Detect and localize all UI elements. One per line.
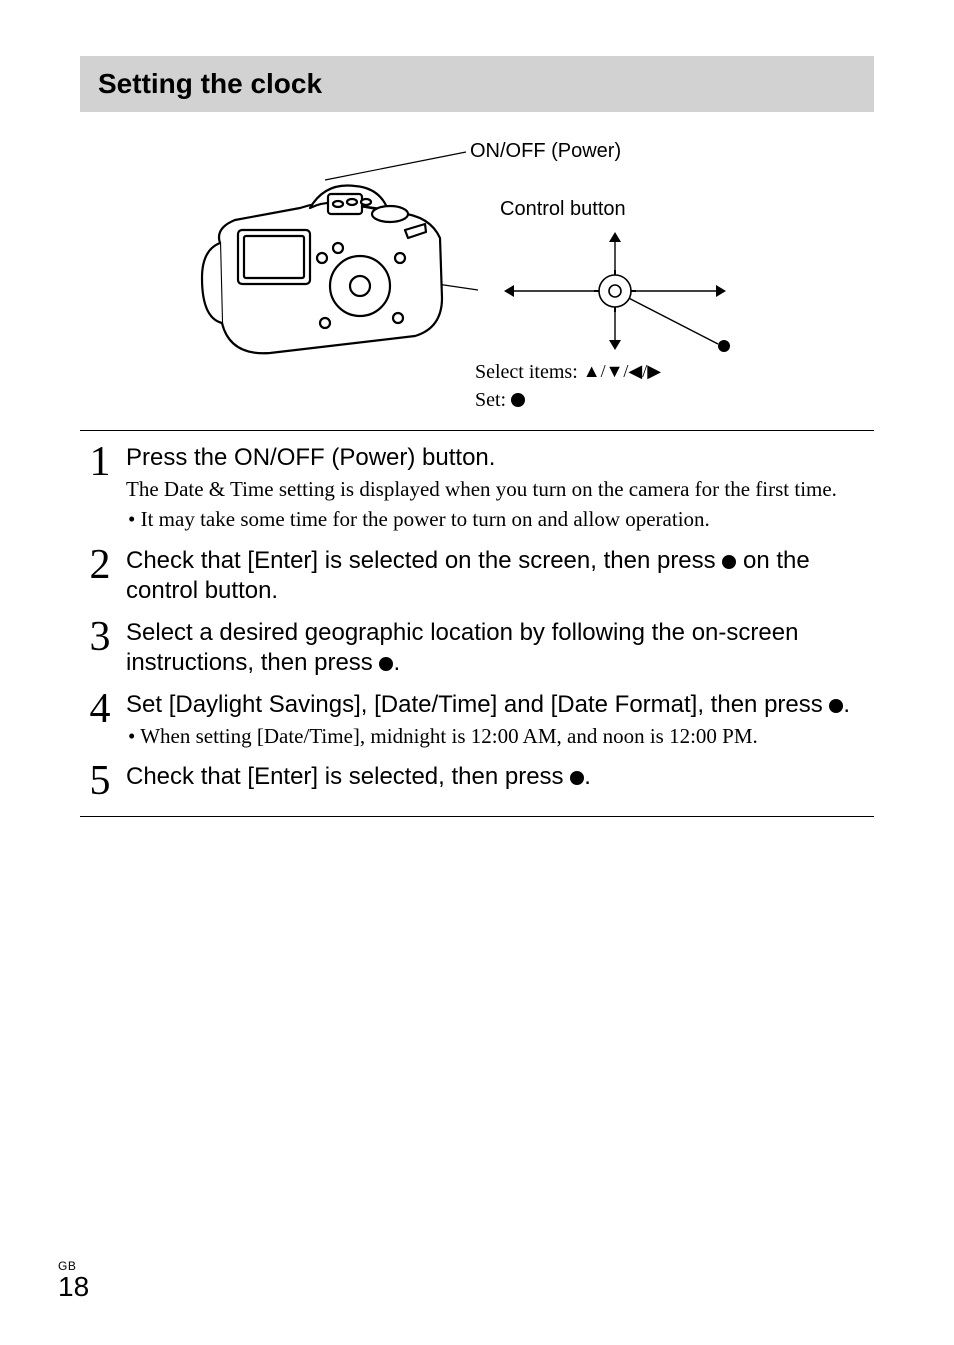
step-2: 2 Check that [Enter] is selected on the … bbox=[80, 540, 874, 612]
step-number: 1 bbox=[82, 441, 118, 483]
step-heading: Check that [Enter] is selected, then pre… bbox=[126, 762, 864, 792]
step-heading: Select a desired geographic location by … bbox=[126, 618, 864, 678]
step-heading: Set [Daylight Savings], [Date/Time] and … bbox=[126, 690, 864, 720]
steps-list: 1 Press the ON/OFF (Power) button. The D… bbox=[80, 430, 874, 817]
camera-illustration bbox=[190, 158, 460, 368]
center-dot-icon bbox=[829, 699, 843, 713]
step-5: 5 Check that [Enter] is selected, then p… bbox=[80, 756, 874, 808]
power-label: ON/OFF (Power) bbox=[470, 140, 621, 163]
step-subtext: The Date & Time setting is displayed whe… bbox=[126, 475, 864, 503]
select-items-prefix: Select items: bbox=[475, 361, 583, 383]
step-bullet: • It may take some time for the power to… bbox=[126, 505, 864, 533]
diagram-area: ON/OFF (Power) Control button bbox=[80, 140, 874, 420]
direction-glyphs: ▲/▼/◀/▶ bbox=[583, 361, 661, 381]
step-number: 5 bbox=[82, 760, 118, 802]
step-1: 1 Press the ON/OFF (Power) button. The D… bbox=[80, 437, 874, 540]
set-prefix: Set: bbox=[475, 389, 511, 411]
control-button-diagram bbox=[480, 226, 750, 356]
control-button-label: Control button bbox=[500, 198, 626, 221]
set-dot-icon bbox=[511, 393, 525, 407]
step-bullet: • When setting [Date/Time], midnight is … bbox=[126, 722, 864, 750]
step-3: 3 Select a desired geographic location b… bbox=[80, 612, 874, 684]
step-number: 2 bbox=[82, 544, 118, 586]
page-footer: GB 18 bbox=[58, 1259, 89, 1301]
page-number: 18 bbox=[58, 1273, 89, 1301]
step-4: 4 Set [Daylight Savings], [Date/Time] an… bbox=[80, 684, 874, 756]
center-dot-icon bbox=[570, 771, 584, 785]
center-dot-icon bbox=[722, 555, 736, 569]
step-heading: Press the ON/OFF (Power) button. bbox=[126, 443, 864, 473]
select-items-caption: Select items: ▲/▼/◀/▶ Set: bbox=[475, 358, 661, 414]
step-number: 3 bbox=[82, 616, 118, 658]
step-heading: Check that [Enter] is selected on the sc… bbox=[126, 546, 864, 606]
step-number: 4 bbox=[82, 688, 118, 730]
center-dot-icon bbox=[379, 657, 393, 671]
manual-page: Setting the clock bbox=[0, 0, 954, 1345]
section-title: Setting the clock bbox=[80, 56, 874, 112]
